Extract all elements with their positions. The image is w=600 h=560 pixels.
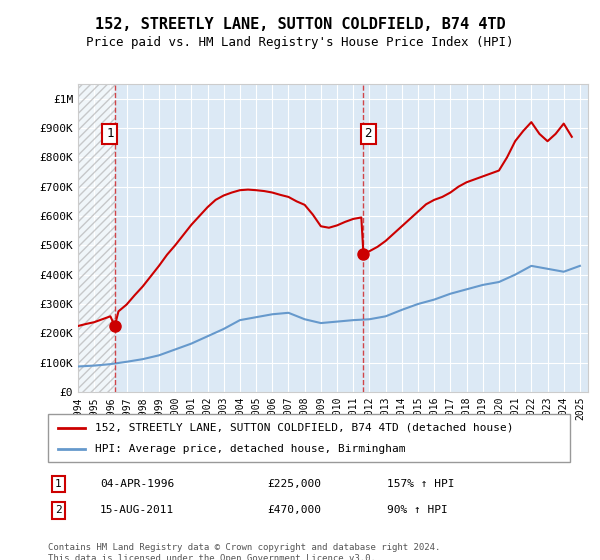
Text: 04-APR-1996: 04-APR-1996 [100, 479, 175, 489]
Text: Price paid vs. HM Land Registry's House Price Index (HPI): Price paid vs. HM Land Registry's House … [86, 36, 514, 49]
Text: 15-AUG-2011: 15-AUG-2011 [100, 506, 175, 515]
Text: 2: 2 [365, 127, 372, 141]
Text: £225,000: £225,000 [267, 479, 321, 489]
Bar [78, 84, 115, 392]
Text: £470,000: £470,000 [267, 506, 321, 515]
Text: 152, STREETLY LANE, SUTTON COLDFIELD, B74 4TD: 152, STREETLY LANE, SUTTON COLDFIELD, B7… [95, 17, 505, 32]
Text: 157% ↑ HPI: 157% ↑ HPI [388, 479, 455, 489]
Text: 90% ↑ HPI: 90% ↑ HPI [388, 506, 448, 515]
Text: 1: 1 [55, 479, 62, 489]
FancyBboxPatch shape [48, 414, 570, 462]
Text: 2: 2 [55, 506, 62, 515]
Text: HPI: Average price, detached house, Birmingham: HPI: Average price, detached house, Birm… [95, 444, 406, 454]
Text: Contains HM Land Registry data © Crown copyright and database right 2024.
This d: Contains HM Land Registry data © Crown c… [48, 543, 440, 560]
Text: 152, STREETLY LANE, SUTTON COLDFIELD, B74 4TD (detached house): 152, STREETLY LANE, SUTTON COLDFIELD, B7… [95, 423, 514, 433]
Text: 1: 1 [106, 127, 113, 141]
